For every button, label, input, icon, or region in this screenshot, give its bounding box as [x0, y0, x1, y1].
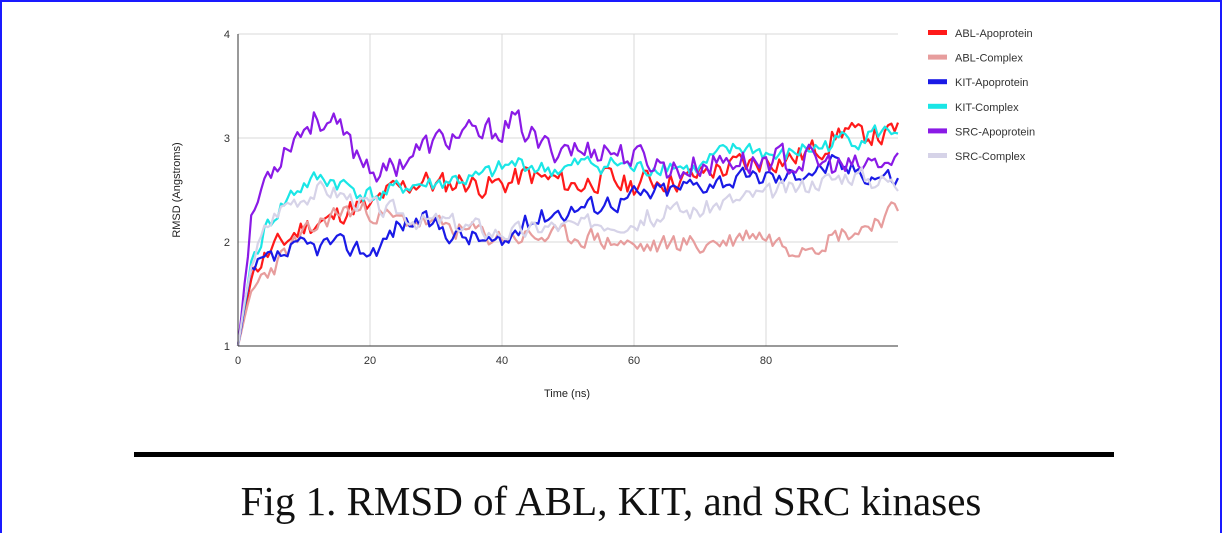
series-line-src-apoprotein	[236, 109, 899, 347]
x-tick-label: 20	[364, 355, 376, 367]
legend-label-kit-apoprotein: KIT-Apoprotein	[955, 77, 1028, 89]
legend-swatch-kit-complex	[928, 103, 947, 109]
y-axis-title: RMSD (Angstroms)	[171, 142, 183, 237]
series-line-src-complex	[236, 166, 899, 347]
y-tick-label: 4	[224, 29, 230, 41]
series-line-kit-apoprotein	[236, 154, 899, 347]
x-axis-title: Time (ns)	[544, 388, 590, 400]
x-tick-label: 40	[496, 355, 508, 367]
legend-swatch-src-apoprotein	[928, 128, 947, 134]
x-tick-label: 60	[628, 355, 640, 367]
y-tick-label: 1	[224, 341, 230, 353]
legend-swatch-abl-complex	[928, 54, 947, 60]
legend-label-abl-complex: ABL-Complex	[955, 53, 1023, 65]
y-tick-label: 3	[224, 133, 230, 145]
series-layer	[236, 109, 900, 347]
legend-swatch-kit-apoprotein	[928, 79, 947, 85]
x-tick-label: 80	[760, 355, 772, 367]
series-line-kit-complex	[236, 124, 899, 347]
legend: ABL-Apoprotein ABL-Complex KIT-Apoprotein K…	[928, 28, 1035, 163]
legend-label-abl-apoprotein: ABL-Apoprotein	[955, 28, 1033, 40]
series-line-abl-complex	[236, 200, 899, 347]
legend-label-src-apoprotein: SRC-Apoprotein	[955, 126, 1035, 138]
figure-caption: Fig 1. RMSD of ABL, KIT, and SRC kinases	[240, 478, 982, 524]
legend-label-src-complex: SRC-Complex	[955, 151, 1026, 163]
x-tick-label: 0	[235, 355, 241, 367]
legend-label-kit-complex: KIT-Complex	[955, 102, 1019, 114]
y-tick-label: 2	[224, 237, 230, 249]
legend-swatch-src-complex	[928, 153, 947, 158]
legend-swatch-abl-apoprotein	[928, 30, 947, 35]
caption-divider	[134, 452, 1114, 457]
